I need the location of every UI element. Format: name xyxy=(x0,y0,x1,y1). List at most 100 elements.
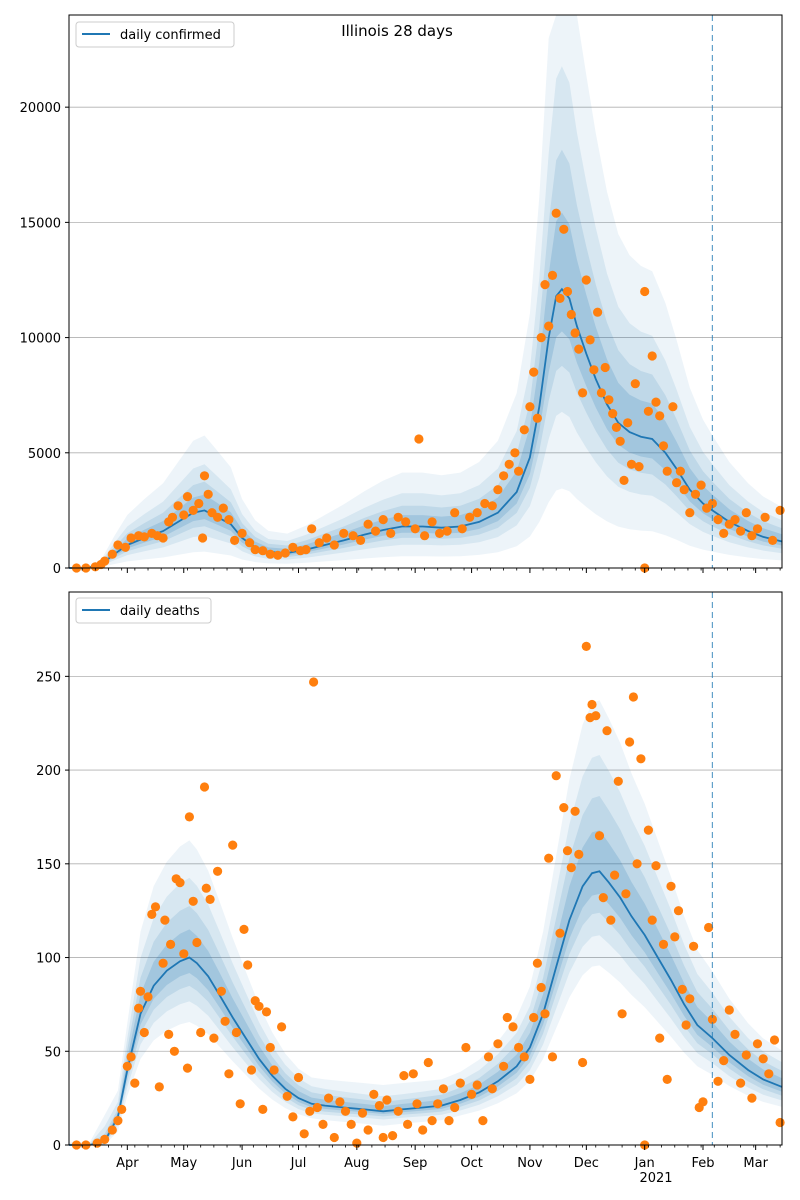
deaths-observed-point xyxy=(216,986,226,996)
confirmed-observed-point xyxy=(487,501,497,511)
confirmed-band-3 xyxy=(69,66,782,568)
deaths-band-3 xyxy=(69,755,782,1145)
deaths-x-tick-label: Sep xyxy=(403,1156,428,1171)
confirmed-legend-label: daily confirmed xyxy=(120,28,221,43)
deaths-observed-point xyxy=(570,806,580,816)
confirmed-observed-point xyxy=(623,418,633,428)
deaths-observed-point xyxy=(647,915,657,925)
confirmed-observed-point xyxy=(752,524,763,534)
deaths-observed-point xyxy=(681,1020,691,1030)
confirmed-observed-point xyxy=(427,517,437,527)
deaths-observed-point xyxy=(209,1033,219,1043)
confirmed-observed-point xyxy=(655,411,665,421)
deaths-median-path xyxy=(69,870,783,1146)
confirmed-y-tick-label: 20000 xyxy=(20,101,61,116)
deaths-observed-point xyxy=(581,641,591,652)
confirmed-observed-point xyxy=(307,524,317,534)
confirmed-observed-point xyxy=(126,533,136,543)
confirmed-observed-point xyxy=(245,538,255,548)
confirmed-observed-point xyxy=(547,270,558,280)
deaths-observed-point xyxy=(613,776,623,786)
x-year-label: 2021 xyxy=(639,1171,672,1186)
confirmed-observed-point xyxy=(619,475,629,485)
deaths-observed-point xyxy=(412,1099,422,1109)
deaths-observed-point xyxy=(329,1132,339,1143)
confirmed-observed-point xyxy=(450,508,460,518)
deaths-observed-point xyxy=(483,1052,494,1062)
deaths-observed-point xyxy=(636,754,646,764)
confirmed-x-axis xyxy=(81,568,781,573)
confirmed-observed-point xyxy=(532,413,543,423)
deaths-observed-point xyxy=(418,1125,428,1135)
deaths-observed-point xyxy=(747,1093,757,1103)
confirmed-observed-point xyxy=(574,344,584,354)
confirmed-y-tick-label: 10000 xyxy=(20,332,61,347)
deaths-observed-point xyxy=(312,1102,322,1113)
confirmed-observed-point xyxy=(551,208,561,218)
deaths-x-tick-label: Jun xyxy=(231,1156,252,1171)
deaths-observed-point xyxy=(135,986,146,996)
deaths-x-tick-label: Jul xyxy=(290,1156,307,1171)
confirmed-observed-point xyxy=(596,388,607,398)
deaths-observed-point xyxy=(752,1039,763,1049)
deaths-observed-point xyxy=(713,1076,723,1086)
confirmed-observed-point xyxy=(113,540,123,550)
confirmed-observed-point xyxy=(504,459,514,469)
confirmed-observed-point xyxy=(581,275,591,285)
confirmed-observed-point xyxy=(604,395,614,405)
deaths-observed-point xyxy=(677,984,687,995)
deaths-observed-point xyxy=(213,866,223,876)
deaths-observed-point xyxy=(499,1061,509,1071)
deaths-x-axis: Apr May Jun Jul Aug Sep Oct Nov Dec Jan Feb Mar xyxy=(81,1145,781,1171)
confirmed-observed-point xyxy=(741,508,751,518)
deaths-observed-point xyxy=(594,831,605,841)
deaths-observed-point xyxy=(461,1042,471,1053)
confirmed-observed-point xyxy=(713,515,723,525)
deaths-y-tick-label: 200 xyxy=(36,764,61,779)
deaths-median-line xyxy=(69,870,783,1146)
deaths-observed-point xyxy=(130,1078,140,1088)
deaths-observed-point xyxy=(525,1074,535,1084)
deaths-observed-point xyxy=(769,1035,780,1045)
confirmed-observed-point xyxy=(322,533,332,543)
confirmed-observed-point xyxy=(662,466,672,476)
deaths-observed-point xyxy=(139,1027,149,1038)
deaths-observed-point xyxy=(235,1099,245,1109)
deaths-observed-point xyxy=(403,1119,413,1129)
deaths-observed-point xyxy=(158,958,168,968)
deaths-observed-point xyxy=(166,939,176,950)
deaths-observed-point xyxy=(617,1009,627,1019)
deaths-observed-point xyxy=(529,1012,539,1023)
confirmed-observed-point xyxy=(393,512,403,522)
deaths-observed-point xyxy=(551,771,561,781)
deaths-observed-point xyxy=(444,1116,454,1126)
deaths-observed-point xyxy=(643,825,654,835)
confirmed-observed-point xyxy=(578,388,588,398)
deaths-observed-point xyxy=(184,812,194,822)
deaths-observed-point xyxy=(423,1057,433,1068)
deaths-x-tick-label: Oct xyxy=(460,1156,482,1171)
confirmed-observed-point xyxy=(280,548,290,558)
confirmed-observed-point xyxy=(707,498,718,509)
deaths-observed-point xyxy=(346,1119,356,1129)
confirmed-observed-point xyxy=(658,441,669,451)
confirmed-observed-point xyxy=(288,542,298,552)
deaths-observed-point xyxy=(519,1052,529,1062)
deaths-observed-point xyxy=(514,1042,524,1053)
confirmed-observed-point xyxy=(100,556,110,566)
deaths-observed-points xyxy=(71,641,785,1150)
confirmed-observed-point xyxy=(401,517,411,527)
confirmed-observed-point xyxy=(525,402,535,412)
confirmed-observed-point xyxy=(371,526,381,536)
deaths-observed-point xyxy=(231,1027,241,1038)
confirmed-legend-box xyxy=(75,21,235,48)
confirmed-observed-point xyxy=(339,528,349,539)
confirmed-observed-point xyxy=(529,367,539,377)
deaths-observed-point xyxy=(587,699,597,710)
confirmed-observed-point xyxy=(182,492,193,502)
deaths-axes-frame xyxy=(68,591,783,1146)
deaths-observed-point xyxy=(122,1061,132,1071)
confirmed-legend: daily confirmed xyxy=(75,21,235,48)
deaths-observed-point xyxy=(393,1106,403,1116)
confirmed-observed-point xyxy=(493,485,503,495)
